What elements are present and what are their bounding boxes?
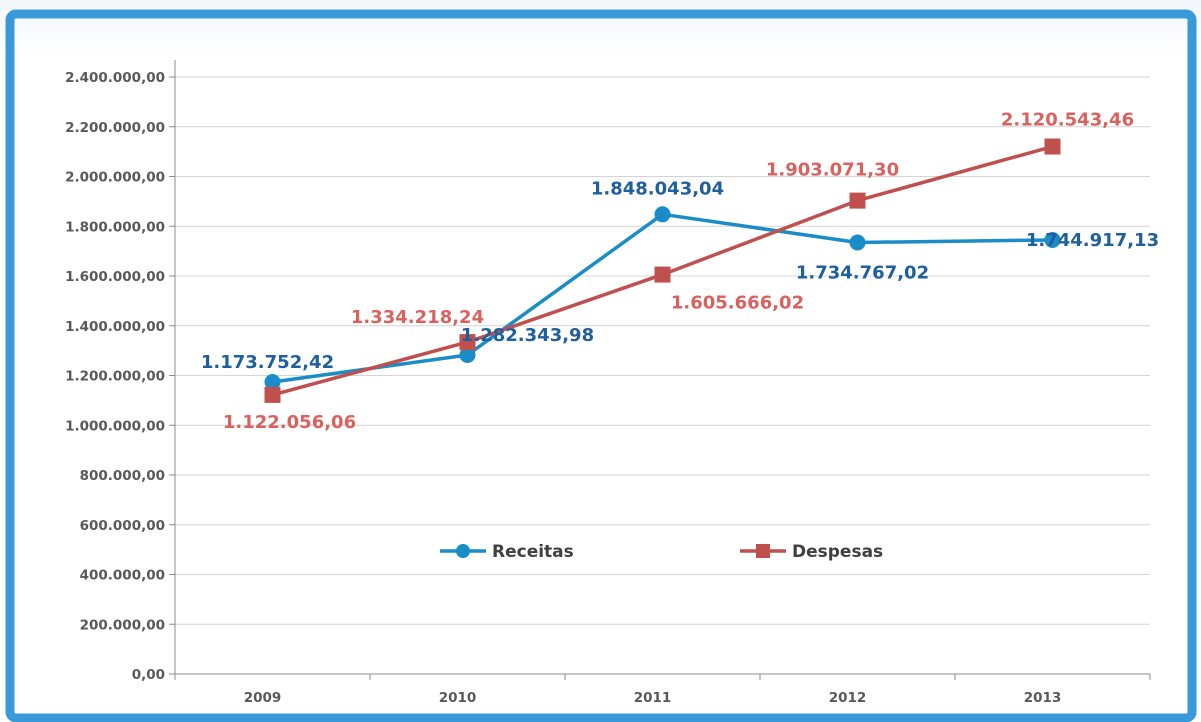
x-tick-label: 2013 — [1024, 690, 1062, 706]
chart-border — [5, 9, 1197, 722]
y-tick-label: 0,00 — [132, 667, 165, 683]
axes: 0,00 200.000,00 400.000,00 600.000,00 800.00… — [65, 60, 1151, 706]
gridlines — [175, 76, 1150, 625]
data-label-despesas: 1.903.071,30 — [766, 160, 899, 181]
y-tick-label: 2.200.000,00 — [65, 120, 165, 136]
legend-label: Receitas — [492, 542, 574, 562]
legend: Receitas Despesas — [440, 542, 883, 562]
data-point-receitas — [849, 234, 866, 251]
data-label-despesas: 2.120.543,46 — [1001, 110, 1134, 131]
y-tick-label: 1.400.000,00 — [65, 319, 165, 335]
data-point-despesas — [459, 334, 476, 351]
legend-label: Despesas — [792, 542, 883, 562]
data-label-receitas: 1.173.752,42 — [201, 352, 334, 373]
data-label-receitas: 1.744.917,13 — [1026, 230, 1159, 251]
y-tick-label: 800.000,00 — [80, 468, 165, 484]
x-tick-label: 2012 — [829, 690, 867, 706]
y-tick-label: 2.400.000,00 — [65, 70, 165, 86]
series-line-receitas — [272, 212, 1053, 384]
data-label-receitas: 1.734.767,02 — [796, 262, 929, 283]
legend-marker — [756, 544, 770, 558]
y-tick-label: 1.600.000,00 — [65, 269, 165, 285]
data-point-receitas — [459, 347, 476, 364]
x-tick-label: 2009 — [244, 690, 282, 706]
y-tick-label: 1.800.000,00 — [65, 219, 165, 235]
series-layer — [264, 138, 1061, 403]
data-point-receitas — [264, 374, 281, 391]
x-tick-label: 2010 — [439, 690, 477, 706]
y-tick-label: 200.000,00 — [80, 617, 165, 633]
y-tick-label: 1.200.000,00 — [65, 369, 165, 385]
data-labels: 1.173.752,42 1.282.343,98 1.848.043,04 1.73… — [201, 110, 1159, 433]
y-tick-label: 2.000.000,00 — [65, 170, 165, 186]
data-point-receitas — [1044, 231, 1061, 248]
data-point-despesas — [654, 266, 671, 283]
data-label-despesas: 1.122.056,06 — [223, 412, 356, 433]
data-point-despesas — [1044, 138, 1061, 155]
legend-marker — [456, 544, 470, 558]
data-point-despesas — [849, 192, 866, 209]
data-label-receitas: 1.848.043,04 — [591, 178, 724, 199]
data-label-despesas: 1.605.666,02 — [671, 293, 804, 314]
y-tick-label: 600.000,00 — [80, 518, 165, 534]
x-tick-label: 2011 — [634, 690, 672, 706]
y-tick-label: 1.000.000,00 — [65, 418, 165, 434]
data-label-receitas: 1.282.343,98 — [461, 325, 594, 346]
data-point-despesas — [264, 386, 281, 403]
data-point-receitas — [654, 206, 671, 223]
legend-item-receitas: Receitas — [440, 542, 574, 562]
data-label-despesas: 1.334.218,24 — [351, 307, 484, 328]
legend-item-despesas: Despesas — [740, 542, 883, 562]
y-tick-label: 400.000,00 — [80, 568, 165, 584]
